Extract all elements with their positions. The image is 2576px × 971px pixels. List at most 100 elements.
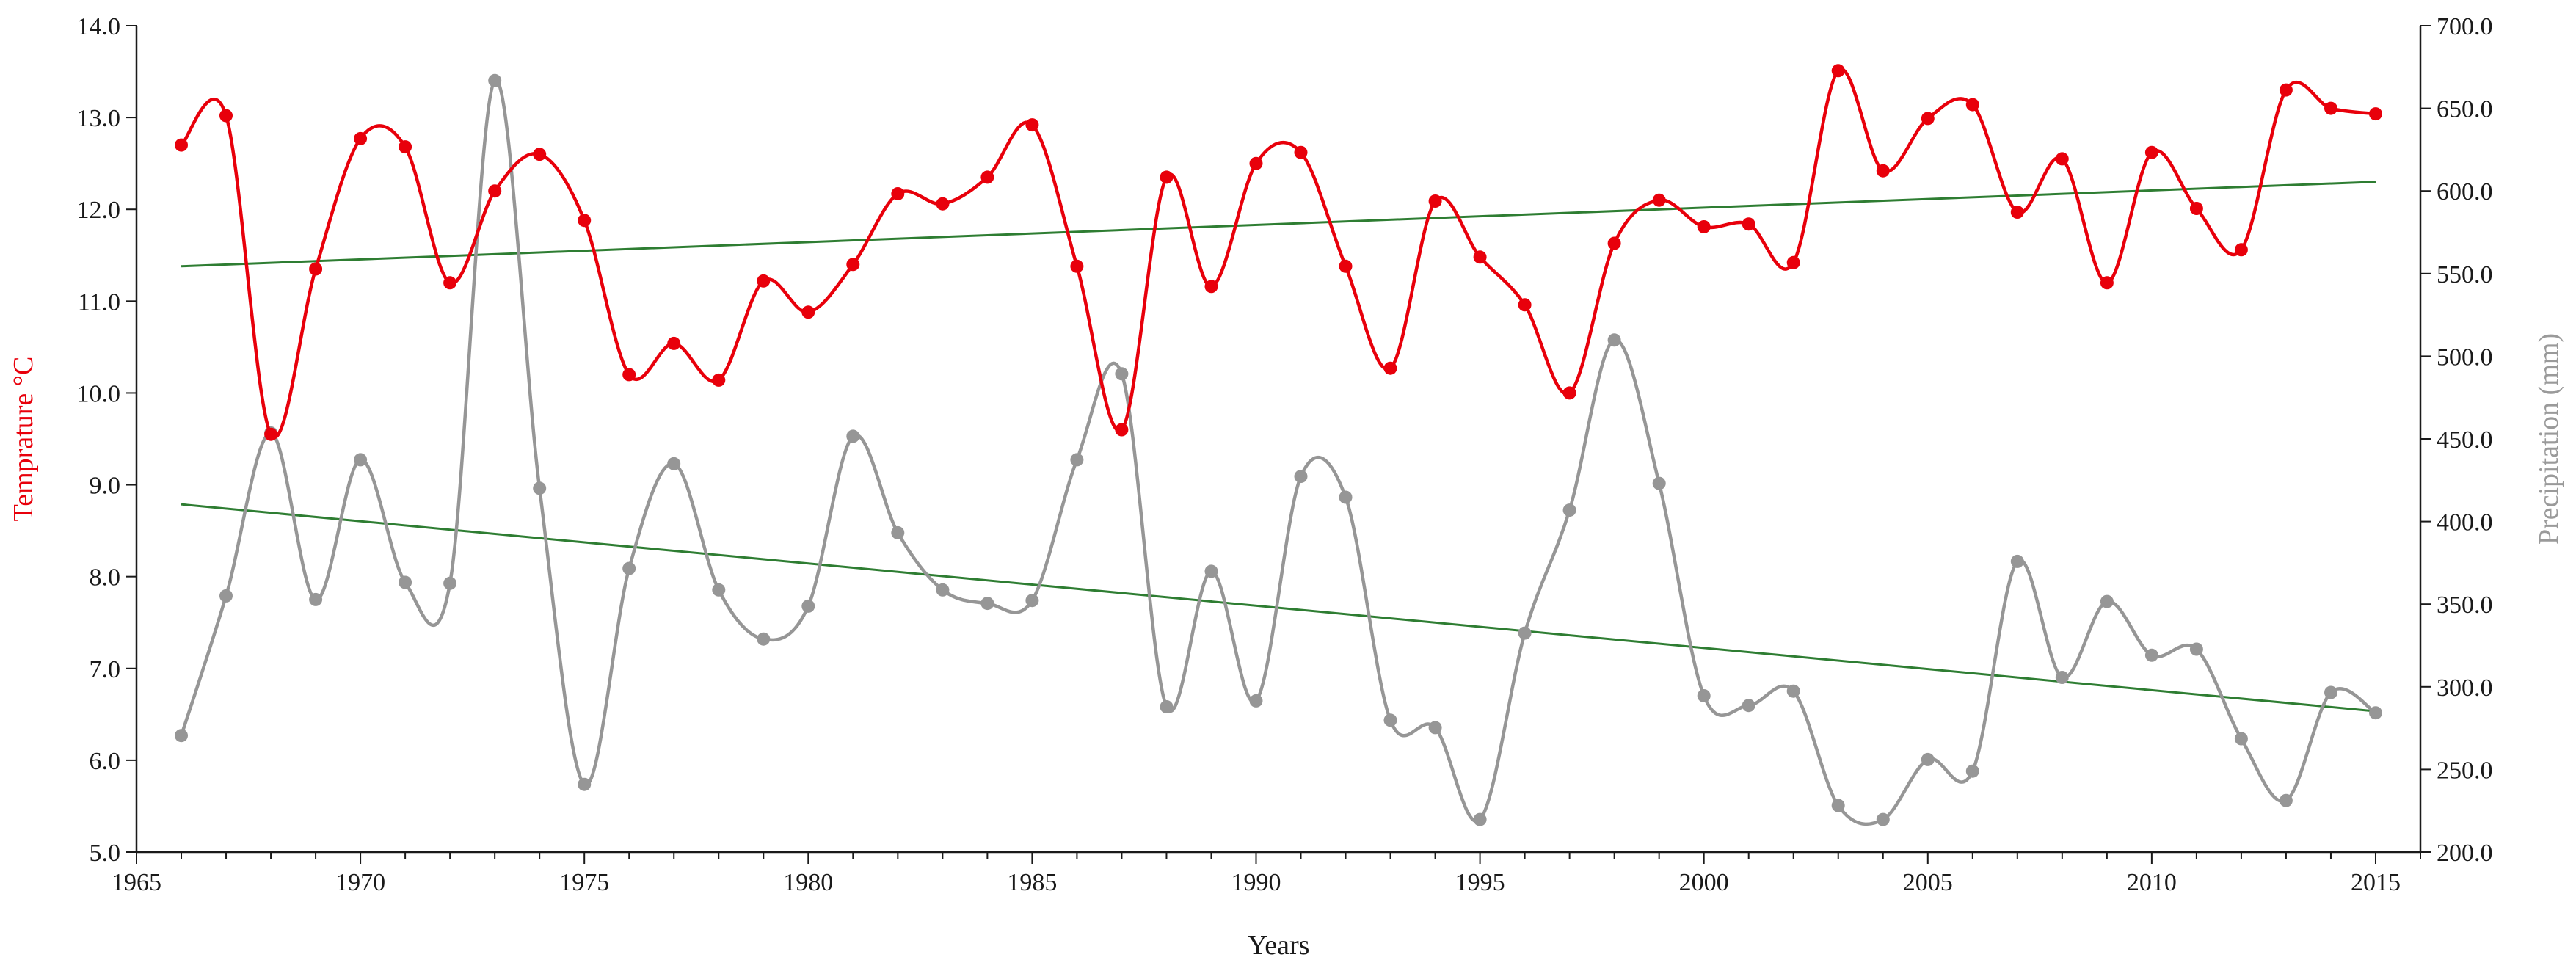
temperature-point	[891, 187, 905, 200]
y-right-tick-label: 500.0	[2437, 343, 2493, 371]
temperature-point	[533, 148, 547, 161]
temperature-point	[264, 427, 278, 441]
temperature-series	[175, 64, 2382, 441]
temperature-point	[354, 131, 368, 145]
y-left-tick-label: 10.0	[77, 380, 121, 407]
y-right-tick-label: 200.0	[2437, 840, 2493, 867]
precipitation-point	[1204, 564, 1218, 578]
y-left-tick-label: 9.0	[90, 473, 121, 500]
precipitation-point	[219, 589, 233, 603]
y-left-tick-label: 6.0	[90, 748, 121, 775]
y-right-tick-label: 700.0	[2437, 13, 2493, 40]
temperature-point	[309, 262, 323, 276]
precipitation-point	[622, 561, 636, 575]
precipitation-point	[2324, 685, 2337, 699]
precipitation-point	[1652, 476, 1666, 490]
temperature-point	[578, 214, 592, 228]
y-right-tick-label: 400.0	[2437, 509, 2493, 537]
temperature-point	[2100, 276, 2114, 290]
temperature-point	[1115, 423, 1129, 437]
precipitation-point	[2189, 642, 2203, 656]
precipitation-trend-line	[181, 503, 2376, 713]
precipitation-point	[2010, 554, 2024, 568]
precipitation-point	[936, 583, 950, 597]
precipitation-point	[2055, 671, 2069, 684]
y-right-tick-label: 250.0	[2437, 757, 2493, 784]
precipitation-series	[175, 73, 2382, 826]
precipitation-point	[712, 583, 726, 597]
x-tick-label: 1990	[1231, 869, 1281, 896]
precipitation-point	[1383, 713, 1397, 727]
temperature-point	[2234, 243, 2248, 257]
precipitation-point	[1518, 626, 1532, 640]
temperature-point	[980, 170, 994, 184]
precipitation-point	[1160, 700, 1174, 713]
precipitation-point	[980, 597, 994, 611]
temperature-point	[667, 336, 681, 350]
temperature-point	[1339, 259, 1353, 273]
temperature-point	[2055, 152, 2069, 166]
y-left-tick-label: 11.0	[78, 288, 120, 316]
x-tick-label: 2010	[2127, 869, 2177, 896]
ticks: 1965 1970 1975 1980 1985 1990 1995 2000 2005 2010…	[77, 13, 2493, 896]
y-left-tick-label: 5.0	[90, 840, 121, 867]
precipitation-point	[2234, 732, 2248, 746]
temperature-line	[180, 68, 2376, 439]
precipitation-point	[1249, 694, 1263, 708]
temperature-point	[1383, 361, 1397, 375]
temperature-point	[2324, 101, 2337, 115]
temperature-point	[1786, 255, 1800, 269]
temperature-point	[757, 274, 771, 288]
precipitation-point	[175, 729, 188, 743]
temperature-point	[443, 276, 457, 290]
temperature-point	[1607, 236, 1621, 250]
temperature-point	[1876, 164, 1890, 178]
y-left-tick-label: 12.0	[77, 197, 121, 224]
temperature-point	[1160, 170, 1174, 184]
x-tick-label: 1965	[112, 869, 161, 896]
temperature-point	[1965, 98, 1979, 112]
x-tick-label: 1970	[335, 869, 385, 896]
temperature-point	[175, 138, 188, 152]
temperature-point	[1562, 386, 1576, 400]
x-tick-label: 1975	[559, 869, 609, 896]
temperature-point	[1204, 280, 1218, 294]
temperature-point	[2010, 206, 2024, 219]
x-tick-label: 1980	[783, 869, 833, 896]
precipitation-point	[309, 592, 323, 606]
temperature-point	[1025, 118, 1039, 132]
y-right-tick-label: 650.0	[2437, 96, 2493, 123]
right-y-axis-title: Precipitation (mm)	[2533, 333, 2564, 545]
precipitation-point	[2369, 706, 2382, 720]
precipitation-point	[1697, 689, 1711, 702]
temperature-point	[488, 184, 502, 198]
temperature-point	[1831, 64, 1845, 78]
precipitation-point	[2144, 648, 2158, 662]
temperature-point	[2369, 107, 2382, 121]
temperature-point	[1518, 298, 1532, 312]
temperature-point	[1294, 145, 1308, 159]
temperature-point	[1428, 194, 1442, 208]
temperature-point	[399, 140, 412, 154]
y-left-tick-label: 8.0	[90, 564, 121, 592]
temperature-point	[1070, 259, 1084, 273]
x-tick-label: 1995	[1455, 869, 1505, 896]
precipitation-point	[1294, 470, 1308, 484]
precipitation-point	[1115, 367, 1129, 381]
precipitation-point	[354, 453, 368, 467]
temperature-point	[1921, 112, 1935, 126]
precipitation-point	[1965, 764, 1979, 778]
y-right-tick-label: 450.0	[2437, 426, 2493, 454]
y-right-tick-label: 600.0	[2437, 178, 2493, 206]
precipitation-point	[533, 481, 547, 495]
precipitation-point	[891, 525, 905, 539]
precipitation-point	[1339, 490, 1353, 504]
precipitation-point	[2100, 594, 2114, 608]
temperature-trend-line	[181, 181, 2376, 268]
y-right-tick-label: 350.0	[2437, 592, 2493, 619]
precipitation-point	[801, 599, 815, 613]
temperature-point	[1249, 156, 1263, 170]
precipitation-point	[1786, 684, 1800, 698]
precipitation-point	[488, 73, 502, 87]
precipitation-point	[1831, 799, 1845, 812]
